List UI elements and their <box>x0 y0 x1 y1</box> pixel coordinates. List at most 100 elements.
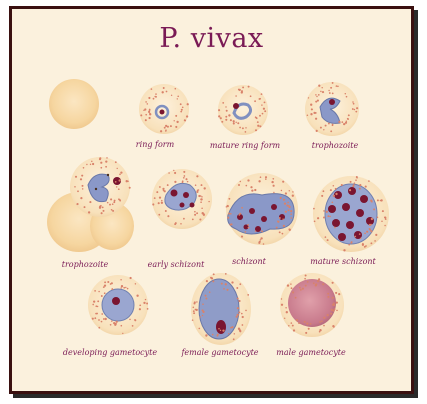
stipple-dot <box>260 93 263 95</box>
stipple-dot <box>241 312 243 315</box>
stipple-dot <box>224 273 227 275</box>
stipple-dot <box>120 285 124 288</box>
stipple-dot <box>204 294 207 297</box>
stipple-dot <box>239 212 242 215</box>
stipple-dot <box>109 323 112 326</box>
stipple-dot <box>337 85 339 88</box>
stipple-dot <box>295 319 299 322</box>
stipple-dot <box>86 163 88 166</box>
stipple-dot <box>356 177 358 179</box>
stipple-dot <box>196 190 199 194</box>
stipple-dot <box>355 179 357 181</box>
label-trophozoite-left: trophozoite <box>61 260 109 269</box>
stipple-dot <box>177 95 180 98</box>
plate-frame: P. vivax ring form mature ring form trop… <box>9 6 414 394</box>
stipple-dot <box>325 210 328 213</box>
stipple-dot <box>306 281 309 283</box>
stipple-dot <box>98 319 100 321</box>
stipple-dot <box>205 280 208 283</box>
stipple-dot <box>173 120 175 122</box>
stipple-dot <box>148 110 151 113</box>
stipple-dot <box>100 295 103 297</box>
stipple-dot <box>120 287 122 289</box>
label-ring-form: ring form <box>135 140 175 149</box>
stipple-dot <box>165 124 168 127</box>
stipple-dot <box>282 224 286 228</box>
stipple-dot <box>150 88 153 90</box>
stipple-dot <box>174 180 177 184</box>
stipple-dot <box>74 175 78 178</box>
stipple-dot <box>205 334 208 337</box>
stipple-dot <box>184 119 187 122</box>
stipple-dot <box>218 327 220 330</box>
stipple-dot <box>174 222 177 225</box>
stipple-dot <box>238 88 241 92</box>
stipple-dot <box>258 241 261 244</box>
stipple-dot <box>127 180 129 183</box>
stipple-dot <box>119 173 121 176</box>
stipple-dot <box>319 321 321 323</box>
stipple-dot <box>116 167 118 170</box>
stipple-dot <box>183 170 186 173</box>
stipple-dot <box>91 160 93 163</box>
trophozoite-top-cell <box>305 82 359 136</box>
stipple-dot <box>303 320 306 323</box>
stipple-dot <box>317 217 320 220</box>
stipple-dot <box>81 184 84 187</box>
label-mature-schizont: mature schizont <box>310 257 376 266</box>
stipple-dot <box>352 184 355 187</box>
stipple-dot <box>305 331 308 334</box>
stipple-dot <box>347 118 349 120</box>
stipple-dot <box>202 303 204 306</box>
stipple-dot <box>102 209 105 212</box>
stipple-dot <box>331 296 334 299</box>
stipple-dot <box>205 297 208 300</box>
stipple-dot <box>244 231 247 233</box>
stipple-dot <box>358 187 361 190</box>
stipple-dot <box>118 179 121 182</box>
stipple-dot <box>111 288 114 291</box>
stipple-dot <box>181 180 184 183</box>
stipple-dot <box>327 122 330 125</box>
stipple-dot <box>223 287 225 290</box>
stipple-dot <box>261 104 263 106</box>
stipple-dot <box>95 305 98 308</box>
stipple-dot <box>290 209 293 213</box>
stipple-dot <box>292 291 295 294</box>
stipple-dot <box>241 324 244 326</box>
stipple-dot <box>89 201 92 204</box>
stipple-dot <box>143 301 146 305</box>
stipple-dot <box>145 113 148 116</box>
stipple-dot <box>168 172 170 174</box>
stipple-dot <box>100 161 103 164</box>
stipple-dot <box>247 223 250 226</box>
stipple-dot <box>280 298 283 300</box>
stipple-dot <box>298 286 301 289</box>
stipple-dot <box>272 177 275 180</box>
stipple-dot <box>212 280 215 283</box>
stipple-dot <box>326 239 329 242</box>
stipple-dot <box>368 223 372 227</box>
stipple-dot <box>349 189 352 192</box>
stipple-dot <box>235 95 237 97</box>
stipple-dot <box>225 115 228 118</box>
stipple-dot <box>292 191 294 193</box>
stipple-dot <box>134 283 137 285</box>
stipple-dot <box>345 120 348 123</box>
stipple-dot <box>221 120 224 123</box>
stipple-dot <box>81 174 84 177</box>
stipple-dot <box>288 190 291 192</box>
stipple-dot <box>278 231 281 234</box>
stipple-dot <box>196 175 199 178</box>
stipple-dot <box>194 213 197 216</box>
stipple-dot <box>334 226 336 229</box>
stipple-dot <box>286 204 289 207</box>
stipple-dot <box>180 223 182 225</box>
stipple-dot <box>332 184 335 187</box>
stipple-dot <box>330 86 333 89</box>
stipple-dot <box>144 119 147 122</box>
stipple-dot <box>321 91 325 94</box>
stipple-dot <box>101 313 104 315</box>
stipple-dot <box>284 192 288 195</box>
stipple-dot <box>201 314 204 317</box>
